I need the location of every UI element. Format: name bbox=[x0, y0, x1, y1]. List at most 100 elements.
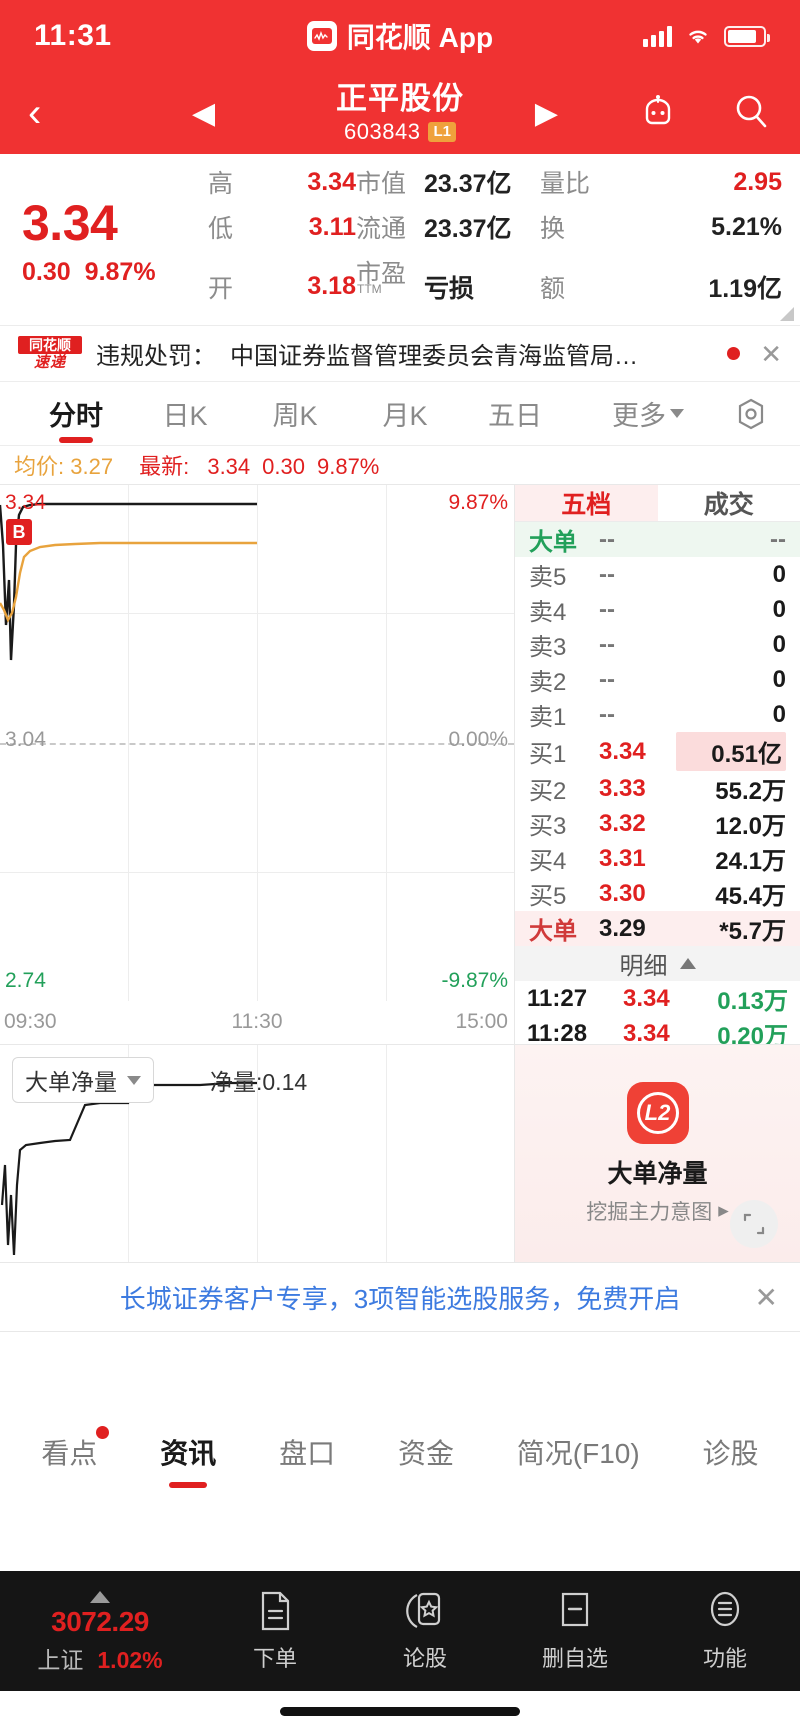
tab-kandian[interactable]: 看点 bbox=[41, 1425, 110, 1472]
tab-five-levels[interactable]: 五档 bbox=[515, 485, 658, 521]
wifi-icon bbox=[689, 30, 707, 44]
table-row: 买1 3.34 0.51亿 bbox=[515, 732, 800, 771]
expand-corner-icon[interactable] bbox=[780, 307, 794, 321]
float-value: 23.37亿 bbox=[424, 215, 512, 243]
tab-pankou[interactable]: 盘口 bbox=[279, 1437, 336, 1469]
content-tab-bar: 看点 资讯 盘口 资金 简况(F10) 诊股 bbox=[0, 1332, 800, 1571]
news-logo-bottom: 速递 bbox=[33, 354, 66, 371]
buy3-volume: 12.0万 bbox=[715, 813, 786, 840]
sell2-label: 卖2 bbox=[529, 669, 567, 696]
pe-ttm-sup: TTM bbox=[357, 281, 382, 296]
quote-panel[interactable]: 3.34 0.30 9.87% 高 3.34 市值 23.37亿 量比 2.95 … bbox=[0, 154, 800, 326]
buy2-label: 买2 bbox=[529, 778, 567, 805]
chart-orderbook-row: B 3.34 9.87% 3.04 0.00% 2.74 -9.87% 09:3… bbox=[0, 484, 800, 1050]
robot-assistant-icon[interactable] bbox=[636, 89, 680, 138]
dadan-bottom-label: 大单 bbox=[529, 918, 577, 945]
low-value: 3.11 bbox=[308, 212, 356, 241]
bottom-item-functions[interactable]: 功能 bbox=[650, 1589, 800, 1673]
high-value: 3.34 bbox=[307, 167, 356, 196]
tab-more[interactable]: 更多 bbox=[612, 382, 684, 445]
pe-label: 市盈TTM bbox=[356, 260, 407, 296]
bottom-item-label: 下单 bbox=[252, 1646, 297, 1671]
status-time: 11:31 bbox=[34, 19, 112, 52]
tab-transactions[interactable]: 成交 bbox=[703, 491, 754, 519]
level-badge: L1 bbox=[428, 121, 456, 142]
mktcap-value: 23.37亿 bbox=[424, 170, 512, 198]
tab-jiankuang-f10[interactable]: 简况(F10) bbox=[516, 1437, 640, 1469]
tick-price: 3.34 bbox=[623, 1019, 670, 1047]
buy1-label: 买1 bbox=[529, 741, 567, 768]
ths-logo-icon bbox=[306, 21, 337, 51]
buy2-volume: 55.2万 bbox=[715, 778, 786, 805]
order-book-panel: 五档 成交 大单 -- -- 卖5 -- 0 卖4 -- 0 卖3 -- 0 bbox=[515, 485, 800, 1050]
tab-fenshi[interactable]: 分时 bbox=[22, 382, 130, 445]
chevron-down-icon bbox=[127, 1075, 141, 1085]
sell5-price: -- bbox=[599, 560, 615, 588]
x-tick-close: 15:00 bbox=[455, 1010, 508, 1033]
chart-settings-icon[interactable] bbox=[724, 382, 778, 445]
detail-section-header[interactable]: 明细 bbox=[515, 946, 800, 981]
bottom-item-discuss[interactable]: 论股 bbox=[350, 1589, 500, 1673]
news-text[interactable]: 中国证券监督管理委员会青海监管局… bbox=[230, 343, 638, 370]
close-icon[interactable]: ✕ bbox=[760, 338, 782, 369]
open-label: 开 bbox=[208, 274, 234, 303]
nav-title-group: 正平股份 603843 L1 bbox=[0, 81, 800, 145]
tab-monthk[interactable]: 月K bbox=[382, 401, 428, 431]
buy5-volume: 45.4万 bbox=[715, 883, 786, 910]
search-icon[interactable] bbox=[730, 90, 772, 137]
notification-dot-icon bbox=[96, 1425, 110, 1439]
bottom-item-order[interactable]: 下单 bbox=[200, 1589, 350, 1673]
list-item: 11:27 3.34 0.13万 bbox=[515, 981, 800, 1016]
dadan-top-volume: -- bbox=[770, 525, 786, 553]
status-app-name: 同花顺 App bbox=[346, 22, 494, 53]
bottom-item-label: 删自选 bbox=[541, 1646, 608, 1671]
index-widget[interactable]: 3072.29 上证 1.02% bbox=[0, 1587, 200, 1675]
sell1-volume: 0 bbox=[772, 700, 786, 728]
tab-zixun[interactable]: 资讯 bbox=[160, 1432, 216, 1472]
chevron-down-icon bbox=[670, 409, 684, 418]
back-chevron-icon[interactable]: ‹ bbox=[28, 91, 42, 135]
tab-weekk[interactable]: 周K bbox=[272, 401, 318, 431]
l2-promo-card[interactable]: L2 大单净量 挖掘主力意图 ▸ bbox=[515, 1045, 800, 1262]
price-change-pct: 9.87% bbox=[84, 258, 156, 286]
next-triangle-icon[interactable]: ▶ bbox=[534, 96, 558, 130]
expand-fullscreen-icon[interactable] bbox=[730, 1200, 778, 1248]
status-bar: 11:31 同花顺 App bbox=[0, 0, 800, 72]
nav-bar: ‹ ◀ 正平股份 603843 L1 ▶ bbox=[0, 72, 800, 154]
intraday-chart[interactable]: B 3.34 9.87% 3.04 0.00% 2.74 -9.87% 09:3… bbox=[0, 485, 515, 1044]
tab-zhengu[interactable]: 诊股 bbox=[702, 1437, 759, 1469]
news-banner[interactable]: 同花顺 速递 违规处罚： 中国证券监督管理委员会青海监管局… ✕ bbox=[0, 326, 800, 382]
table-row: 卖5 -- 0 bbox=[515, 557, 800, 592]
dadan-net-chart[interactable]: 大单净量 净量:0.14 bbox=[0, 1045, 515, 1262]
amount-value: 1.19亿 bbox=[708, 274, 782, 303]
y-axis-mid-right: 0.00% bbox=[448, 728, 508, 751]
stock-code: 603843 bbox=[344, 118, 421, 144]
close-icon[interactable]: ✕ bbox=[754, 1281, 778, 1313]
ad-text[interactable]: 长城证券客户专享，3项智能选股服务，免费开启 bbox=[119, 1283, 681, 1314]
dadan-bottom-volume: *5.7万 bbox=[719, 918, 786, 945]
sell1-price: -- bbox=[599, 700, 615, 728]
indicator-value: 净量:0.14 bbox=[210, 1069, 308, 1095]
functions-menu-icon bbox=[710, 1591, 740, 1627]
sell3-volume: 0 bbox=[772, 630, 786, 658]
tick-time: 11:27 bbox=[527, 984, 588, 1012]
tab-fivedays[interactable]: 五日 bbox=[488, 401, 542, 431]
ad-banner[interactable]: 长城证券客户专享，3项智能选股服务，免费开启 ✕ bbox=[0, 1262, 800, 1332]
chart-series-svg bbox=[0, 502, 257, 661]
buy4-label: 买4 bbox=[529, 848, 567, 875]
table-row: 卖4 -- 0 bbox=[515, 592, 800, 627]
buy4-price: 3.31 bbox=[599, 844, 646, 872]
low-label: 低 bbox=[208, 215, 234, 243]
indicator-selector[interactable]: 大单净量 bbox=[12, 1057, 154, 1103]
triangle-up-icon bbox=[90, 1591, 110, 1603]
tab-zijin[interactable]: 资金 bbox=[397, 1437, 454, 1469]
bottom-item-remove-watchlist[interactable]: 删自选 bbox=[500, 1589, 650, 1673]
indicator-row: 大单净量 净量:0.14 L2 大单净量 挖掘主力意图 ▸ bbox=[0, 1044, 800, 1262]
buy3-label: 买3 bbox=[529, 813, 567, 840]
prev-triangle-icon[interactable]: ◀ bbox=[192, 96, 216, 130]
tab-dayk[interactable]: 日K bbox=[162, 401, 208, 431]
promo-title: 大单净量 bbox=[607, 1159, 708, 1188]
buy5-price: 3.30 bbox=[599, 879, 646, 907]
buy4-volume: 24.1万 bbox=[715, 848, 786, 875]
